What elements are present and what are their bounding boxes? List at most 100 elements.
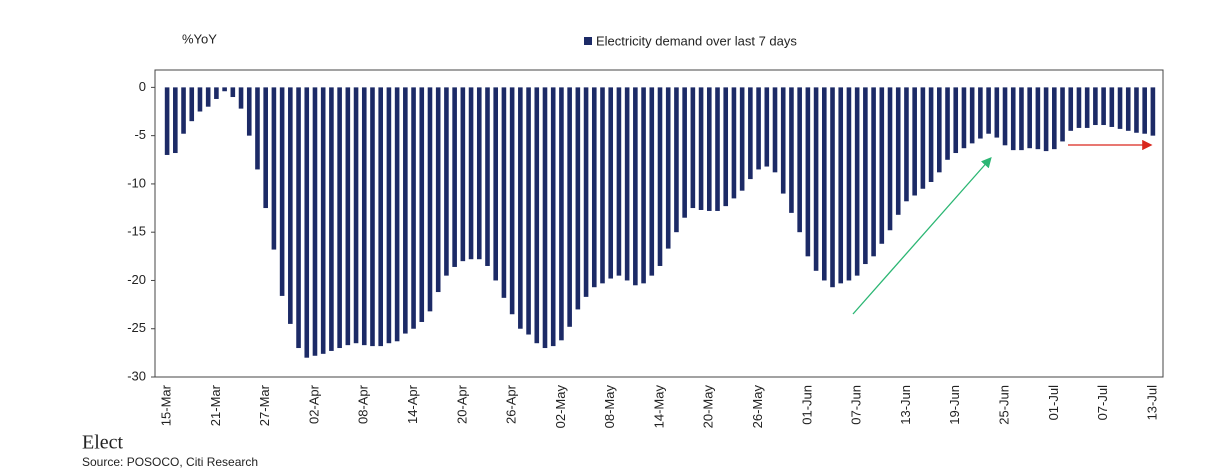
legend-swatch — [584, 37, 592, 45]
bar — [649, 87, 655, 276]
x-tick-label: 26-Apr — [504, 384, 519, 424]
bar — [600, 87, 605, 284]
bar — [797, 87, 802, 233]
x-tick-label: 13-Jun — [898, 385, 913, 425]
bar — [583, 87, 589, 297]
bar — [288, 87, 293, 324]
bar — [468, 87, 474, 260]
bar — [731, 87, 737, 199]
y-tick-label: -15 — [127, 224, 146, 239]
bar — [838, 87, 844, 284]
x-tick-label: 14-Apr — [405, 384, 420, 424]
bar — [197, 87, 203, 112]
bar — [1109, 87, 1115, 127]
bar — [698, 87, 704, 210]
bar — [435, 87, 441, 293]
bar — [542, 87, 548, 349]
bar — [945, 87, 950, 160]
x-tick-label: 02-Apr — [306, 384, 321, 424]
bar — [624, 87, 630, 281]
bar — [928, 87, 934, 182]
bar — [386, 87, 392, 344]
bar — [296, 87, 301, 349]
bar — [739, 87, 745, 191]
bar — [173, 87, 178, 154]
x-tick-label: 19-Jun — [947, 385, 962, 425]
bar — [1010, 87, 1016, 151]
bar — [419, 87, 425, 322]
bar — [526, 87, 531, 335]
bar — [205, 87, 211, 107]
x-tick-label: 14-May — [651, 385, 666, 429]
bar — [329, 87, 334, 351]
bar — [370, 87, 375, 347]
bar — [1125, 87, 1131, 131]
x-tick-label: 25-Jun — [996, 385, 1011, 425]
bar — [304, 87, 310, 358]
bar — [780, 87, 786, 194]
bar — [550, 87, 556, 347]
bar — [821, 87, 827, 281]
bar — [641, 87, 646, 284]
bar — [1068, 87, 1074, 131]
bar — [706, 87, 712, 211]
bar — [353, 87, 359, 344]
x-tick-label: 20-Apr — [454, 384, 469, 424]
bar — [403, 87, 408, 334]
plot-frame — [154, 69, 1164, 378]
bar — [411, 87, 416, 329]
bar — [378, 87, 383, 347]
y-tick-label: -10 — [127, 175, 146, 190]
bar — [813, 87, 819, 271]
x-tick-label: 15-Mar — [159, 384, 174, 426]
bar — [1142, 87, 1147, 134]
bar — [214, 87, 219, 99]
bar — [1076, 87, 1082, 128]
y-tick-label: -30 — [127, 368, 146, 383]
bar — [1117, 87, 1123, 129]
bar — [920, 87, 926, 189]
bar — [723, 87, 729, 207]
bar — [715, 87, 720, 211]
bar — [181, 87, 186, 134]
bar — [690, 87, 696, 209]
y-tick-label: 0 — [139, 79, 146, 94]
bar — [164, 87, 170, 155]
bar — [994, 87, 1000, 138]
x-tick-label: 01-Jul — [1046, 385, 1061, 421]
bar — [1035, 87, 1041, 150]
bar — [772, 87, 778, 173]
bar — [427, 87, 433, 312]
bar — [789, 87, 794, 213]
bar — [895, 87, 901, 215]
bar — [1043, 87, 1049, 152]
bar — [616, 87, 622, 276]
x-tick-label: 26-May — [750, 385, 765, 429]
bar — [986, 87, 991, 134]
bar — [887, 87, 893, 231]
bar — [263, 87, 268, 209]
bar — [1019, 87, 1024, 151]
bar — [904, 87, 909, 202]
y-tick-label: -25 — [127, 320, 146, 335]
bar — [534, 87, 540, 344]
x-tick-label: 01-Jun — [799, 385, 814, 425]
bar — [748, 87, 753, 180]
bar — [871, 87, 876, 257]
bar — [312, 87, 318, 356]
bar — [255, 87, 260, 170]
bar — [608, 87, 614, 279]
bar — [846, 87, 852, 281]
bar — [805, 87, 811, 257]
bar — [633, 87, 638, 286]
bar — [682, 87, 687, 218]
bar — [978, 87, 983, 139]
bar — [1093, 87, 1098, 126]
bar — [238, 87, 244, 109]
x-tick-label: 07-Jul — [1095, 385, 1110, 421]
bar — [501, 87, 507, 298]
y-tick-label: -5 — [134, 127, 146, 142]
bar — [1027, 87, 1032, 149]
x-tick-label: 08-Apr — [356, 384, 371, 424]
